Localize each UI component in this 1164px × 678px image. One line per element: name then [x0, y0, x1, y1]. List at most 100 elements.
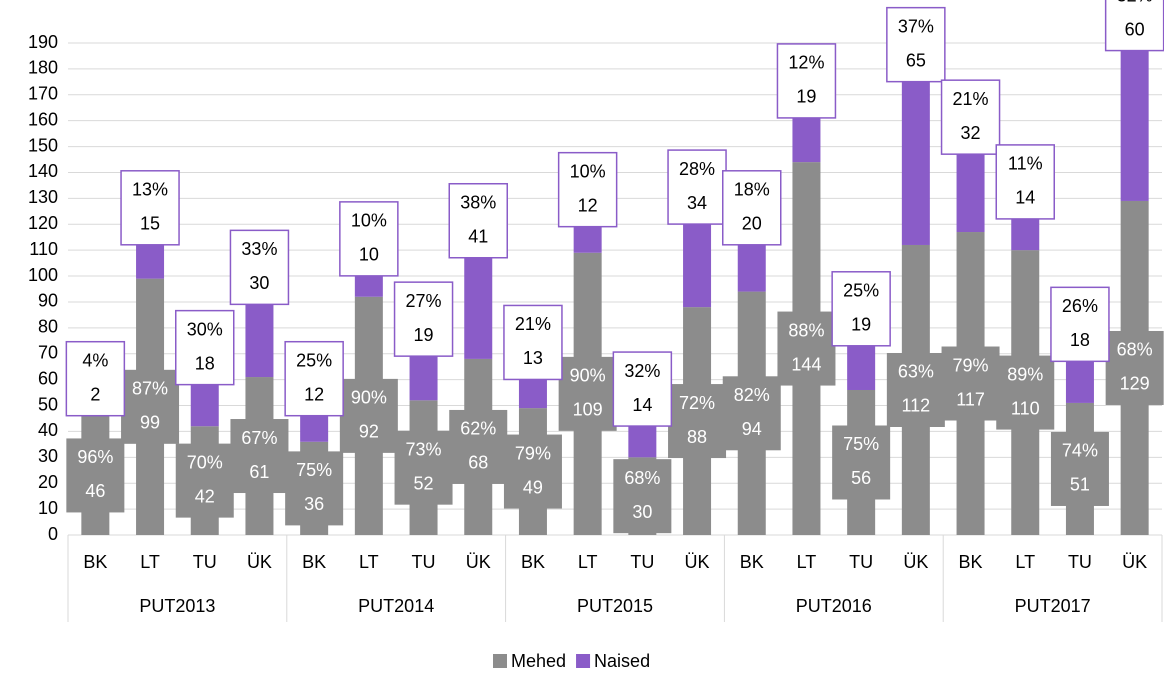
value-label: 49 — [523, 477, 543, 497]
label-box — [339, 378, 398, 453]
value-label: 19 — [414, 325, 434, 345]
percent-label: 90% — [570, 366, 606, 386]
label-box — [886, 6, 946, 83]
percent-label: 63% — [898, 362, 934, 382]
value-label: 10 — [359, 245, 379, 265]
x-tick-label: LT — [578, 552, 598, 572]
x-tick-label: BK — [83, 552, 107, 572]
x-tick-label: BK — [521, 552, 545, 572]
label-box — [339, 201, 399, 277]
percent-label: 72% — [679, 393, 715, 413]
legend-label: Mehed — [511, 651, 566, 671]
y-tick-label: 60 — [38, 368, 58, 388]
value-label: 144 — [791, 354, 821, 374]
label-box — [1105, 330, 1164, 405]
y-tick-label: 140 — [28, 161, 58, 181]
value-label: 41 — [468, 226, 488, 246]
label-box — [941, 346, 1000, 421]
percent-label: 67% — [241, 428, 277, 448]
label-box — [722, 170, 782, 246]
percent-label: 27% — [406, 291, 442, 311]
label-box — [449, 409, 508, 484]
label-box — [558, 356, 617, 431]
x-tick-label: LT — [1015, 552, 1035, 572]
percent-label: 18% — [734, 180, 770, 200]
value-label: 51 — [1070, 475, 1090, 495]
x-tick-label: BK — [959, 552, 983, 572]
y-tick-label: 160 — [28, 109, 58, 129]
percent-label: 62% — [460, 419, 496, 439]
label-box — [612, 351, 673, 427]
x-tick-label: ÜK — [685, 552, 710, 572]
x-tick-label: TU — [412, 552, 436, 572]
value-label: 19 — [851, 315, 871, 335]
y-tick-label: 120 — [28, 213, 58, 233]
value-label: 60 — [1125, 19, 1145, 39]
value-label: 68 — [468, 453, 488, 473]
value-label: 2 — [90, 384, 100, 404]
value-label: 30 — [249, 273, 269, 293]
legend-swatch — [576, 654, 591, 668]
percent-label: 26% — [1062, 296, 1098, 316]
value-label: 46 — [85, 481, 105, 501]
label-box — [722, 376, 781, 451]
bar-segment — [901, 76, 930, 245]
value-label: 65 — [906, 50, 926, 70]
y-tick-label: 190 — [28, 32, 58, 52]
value-label: 94 — [742, 419, 762, 439]
y-tick-label: 110 — [29, 239, 58, 259]
y-tick-label: 20 — [38, 472, 58, 492]
bar-segment — [683, 219, 712, 308]
percent-label: 73% — [406, 439, 442, 459]
x-tick-label: LT — [140, 552, 160, 572]
x-tick-label: TU — [1068, 552, 1092, 572]
percent-label: 32% — [1117, 0, 1153, 5]
percent-label: 25% — [296, 350, 332, 370]
x-tick-label: ÜK — [1122, 552, 1147, 572]
value-label: 32 — [961, 123, 981, 143]
label-box — [175, 443, 234, 518]
label-box — [667, 149, 727, 225]
percent-label: 38% — [460, 192, 496, 212]
y-tick-label: 130 — [28, 187, 58, 207]
label-box — [1050, 431, 1109, 506]
percent-label: 75% — [296, 460, 332, 480]
value-label: 15 — [140, 214, 160, 234]
y-tick-label: 70 — [38, 342, 58, 362]
value-label: 13 — [523, 348, 543, 368]
label-box — [832, 425, 891, 500]
value-label: 34 — [687, 193, 707, 213]
percent-label: 87% — [132, 379, 168, 399]
label-box — [284, 340, 344, 417]
label-box — [831, 271, 891, 347]
y-tick-label: 90 — [38, 291, 58, 311]
value-label: 30 — [632, 502, 652, 522]
label-box — [229, 229, 290, 306]
percent-label: 10% — [351, 211, 387, 231]
label-box — [394, 430, 453, 505]
bar-segment — [190, 379, 219, 427]
group-label: PUT2013 — [139, 596, 215, 616]
bar-segment — [464, 252, 493, 359]
percent-label: 68% — [624, 468, 660, 488]
legend-label: Naised — [594, 651, 650, 671]
percent-label: 96% — [77, 447, 113, 467]
percent-label: 37% — [898, 16, 934, 36]
x-tick-label: TU — [193, 552, 217, 572]
percent-label: 68% — [1117, 340, 1153, 360]
y-tick-label: 80 — [38, 317, 58, 337]
value-label: 117 — [956, 389, 985, 409]
percent-label: 10% — [570, 161, 606, 181]
label-box — [65, 340, 126, 417]
value-label: 56 — [851, 468, 871, 488]
bar-segment — [136, 239, 165, 279]
label-box — [285, 451, 344, 526]
label-box — [120, 170, 180, 246]
y-tick-label: 50 — [38, 394, 58, 414]
percent-label: 4% — [82, 350, 108, 370]
bar-segment — [737, 239, 766, 292]
value-label: 52 — [414, 473, 434, 493]
label-box — [613, 459, 672, 534]
value-label: 14 — [632, 395, 652, 415]
percent-label: 13% — [132, 180, 168, 200]
